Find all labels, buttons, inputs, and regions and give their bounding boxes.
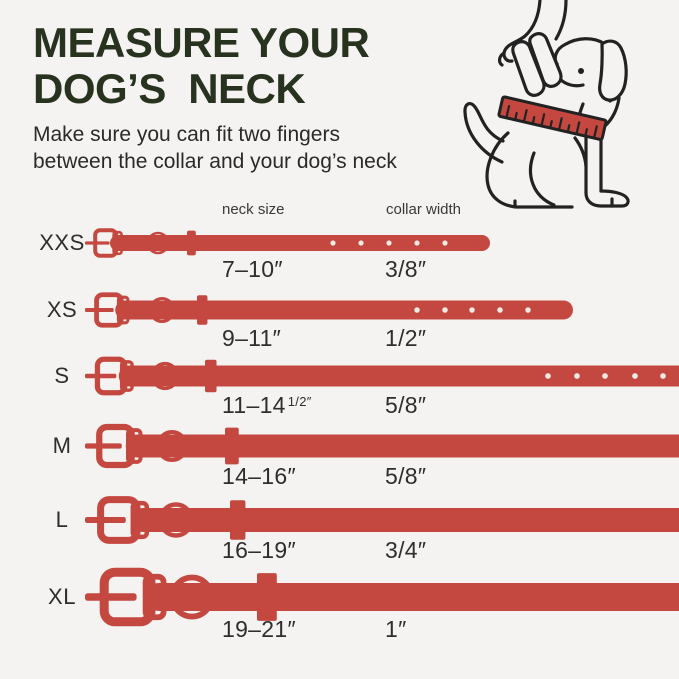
neck-size-value: 7–10″ [222,256,285,283]
neck-size-main: 11–14 [222,391,286,418]
collar-graphic [85,567,679,627]
size-label: S [54,363,70,388]
dog-eye [578,68,584,74]
collar-graphic [85,423,679,469]
neck-size-main: 16–19″ [222,537,296,563]
neck-size-value: 9–11″ [222,325,283,352]
collar-width-value: 3/4″ [385,537,427,563]
title-line-1: MEASURE YOUR [33,19,370,66]
neck-size-value: 11–14 1/2″ [222,392,312,419]
size-label: XXS [39,230,85,255]
page-subtitle: Make sure you can fit two fingers between… [33,121,397,175]
neck-size-main: 9–11″ [222,324,282,351]
column-header-neck-size: neck size [222,201,285,218]
dog-body [463,96,630,209]
neck-size-value: 19–21″ [222,616,298,643]
middle-finger [528,32,563,88]
page-title: MEASURE YOUR DOG’S NECK [33,19,370,112]
collar-width-value: 1/2″ [385,324,427,351]
collar-width-value: 5/8″ [385,462,427,489]
collar-graphic [85,228,490,258]
neck-size-main: 7–10″ [222,256,283,282]
subtitle-line-2: between the collar and your dog’s neck [33,150,397,173]
column-header-collar-width: collar width [386,201,462,218]
neck-size-fraction: 1/2″ [287,393,312,409]
collar-graphic [85,496,679,544]
measuring-hand [497,0,568,97]
collar-graphic [85,356,679,396]
measuring-tape-icon [497,95,608,141]
size-label: XL [48,584,76,609]
neck-size-main: 19–21″ [222,616,296,642]
dog-ear [598,39,628,102]
neck-size-value: 16–19″ [222,537,298,564]
dog-tail [463,102,505,164]
size-label: M [52,433,72,458]
title-line-2: DOG’S NECK [33,65,306,112]
collar-width-value: 3/8″ [385,256,427,282]
size-label: XS [46,297,78,322]
collar-width-value: 5/8″ [385,391,427,418]
collar-width-value: 1″ [385,616,407,642]
subtitle-line-1: Make sure you can fit two fingers [33,123,340,146]
size-label: L [55,507,69,532]
neck-size-main: 14–16″ [222,462,296,489]
neck-size-value: 14–16″ [222,463,298,490]
collar-graphic [85,292,573,328]
dog-neck-measure-illustration [463,0,630,209]
